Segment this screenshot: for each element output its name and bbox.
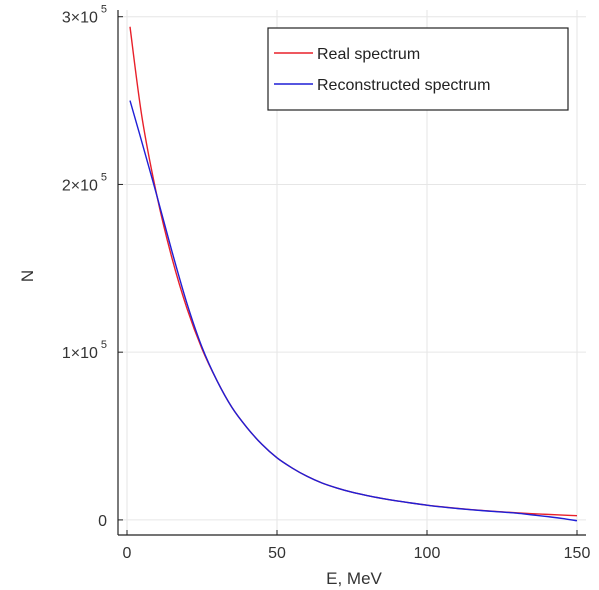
- x-tick-label-3: 150: [564, 545, 591, 562]
- axes: [117, 10, 586, 536]
- tick-labels: 0 50 100 150 0 1×10 5 2×10 5 3×10 5: [62, 4, 591, 562]
- x-axis-label: E, MeV: [326, 569, 382, 588]
- x-tick-label-1: 50: [268, 545, 286, 562]
- legend-label-real: Real spectrum: [317, 46, 420, 63]
- y-tick-label-0: 0: [98, 513, 107, 530]
- x-tick-label-2: 100: [414, 545, 441, 562]
- x-tick-label-0: 0: [123, 545, 132, 562]
- series-line-reconstructed: [129, 100, 578, 522]
- y-tick-label-2: 2×10 5: [62, 171, 107, 194]
- y-axis-label: N: [18, 270, 37, 282]
- legend-label-reconstructed: Reconstructed spectrum: [317, 77, 490, 94]
- legend-box: [267, 27, 569, 111]
- legend: Real spectrum Reconstructed spectrum: [267, 27, 569, 111]
- y-tick-label-1: 1×10 5: [62, 339, 107, 362]
- series-layer: [129, 26, 578, 522]
- y-tick-label-3: 3×10 5: [62, 4, 107, 27]
